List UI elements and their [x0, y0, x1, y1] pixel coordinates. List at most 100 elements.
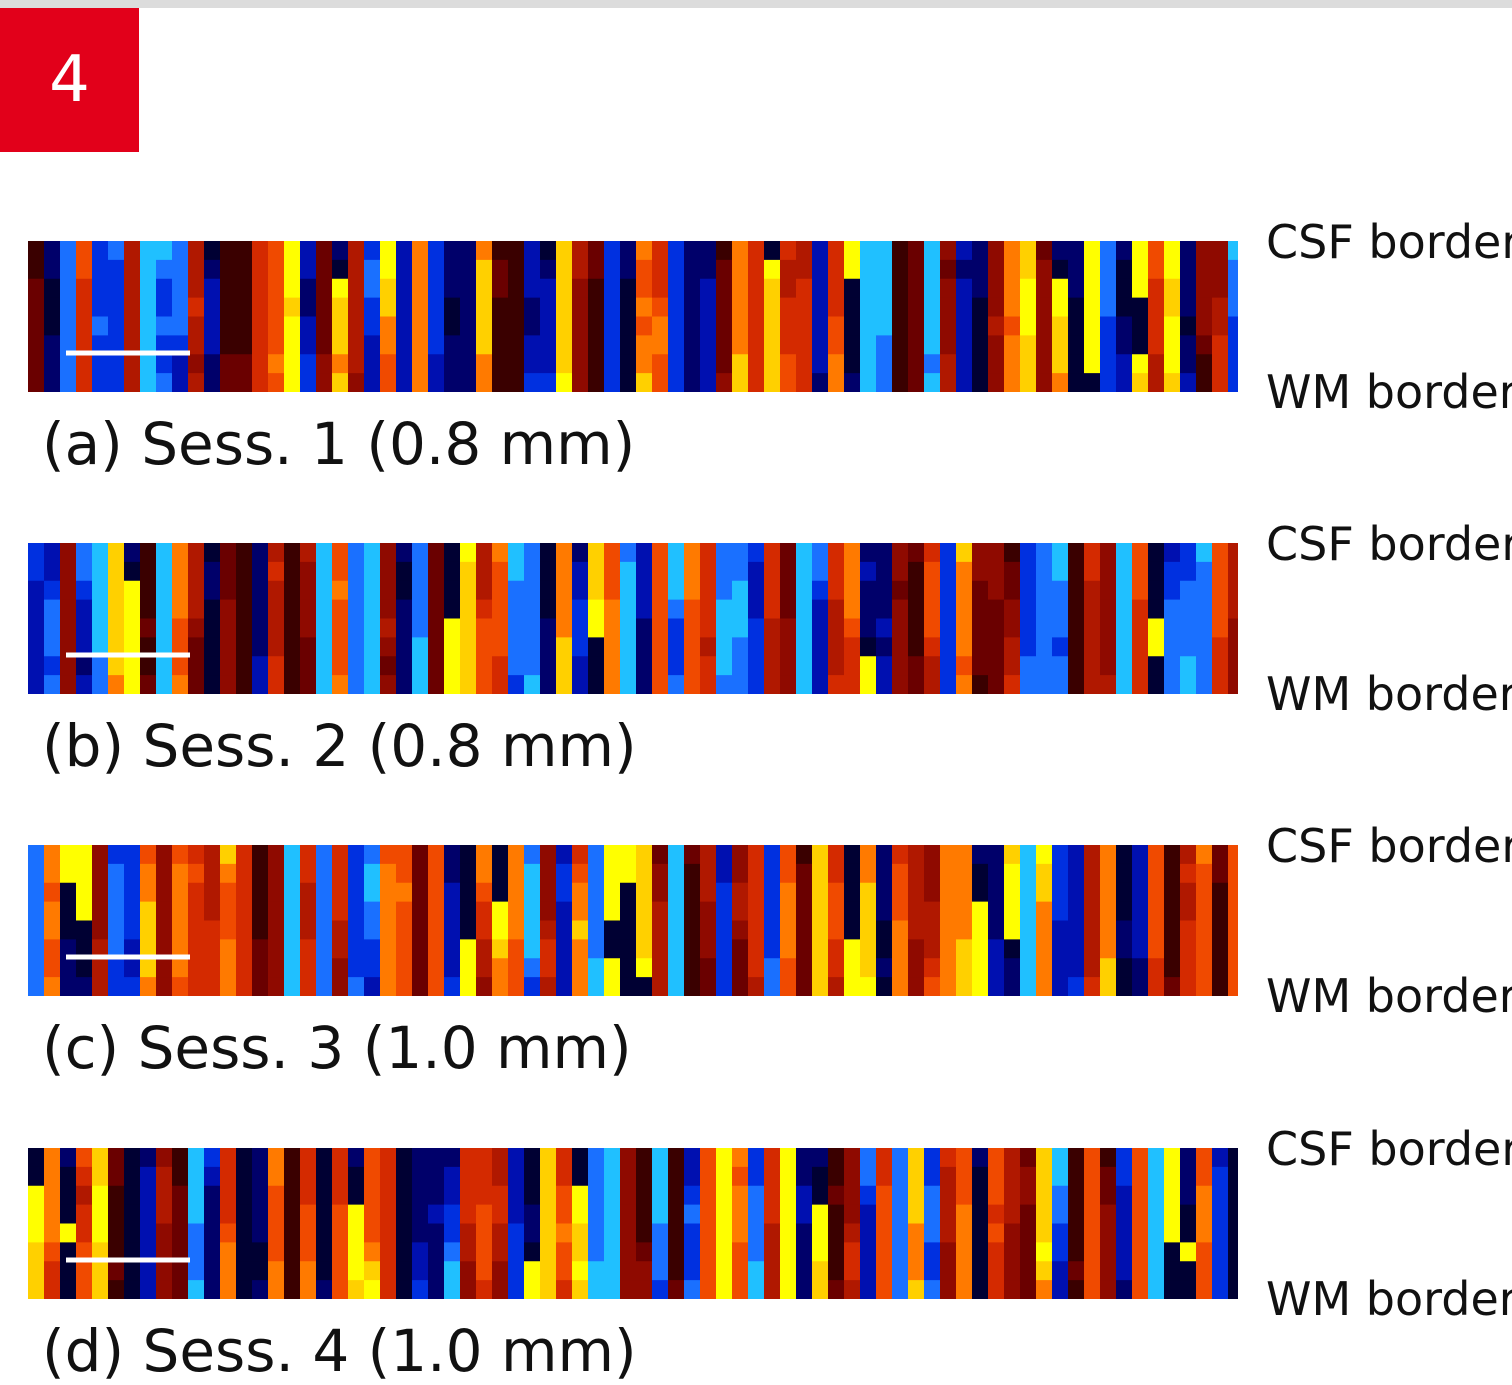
heatmap-cell	[28, 335, 45, 355]
heatmap-cell	[396, 845, 413, 865]
heatmap-cell	[1180, 958, 1197, 978]
heatmap-cell	[668, 977, 685, 996]
heatmap-cell	[1004, 562, 1021, 582]
heatmap-cell	[540, 921, 557, 941]
heatmap-cell	[812, 1148, 829, 1168]
heatmap-cell	[716, 373, 733, 392]
heatmap-cell	[1020, 656, 1037, 676]
heatmap-cell	[700, 354, 717, 374]
heatmap-cell	[492, 958, 509, 978]
heatmap-cell	[620, 1242, 637, 1262]
heatmap-cell	[1180, 883, 1197, 903]
heatmap-cell	[780, 373, 797, 392]
heatmap-cell	[556, 1205, 573, 1225]
heatmap-cell	[860, 543, 877, 563]
heatmap-cell	[492, 241, 509, 261]
caption: (d) Sess. 4 (1.0 mm)	[42, 1322, 637, 1380]
heatmap-cell	[620, 902, 637, 922]
heatmap-cell	[236, 675, 253, 694]
heatmap-cell	[1084, 241, 1101, 261]
heatmap-cell	[1132, 1186, 1149, 1206]
heatmap-cell	[540, 260, 557, 280]
heatmap-cell	[44, 335, 61, 355]
heatmap-cell	[892, 335, 909, 355]
heatmap-cell	[236, 260, 253, 280]
heatmap-cell	[620, 1167, 637, 1187]
heatmap-cell	[348, 921, 365, 941]
heatmap-cell	[252, 1224, 269, 1244]
heatmap-cell	[1116, 883, 1133, 903]
heatmap-cell	[796, 1261, 813, 1281]
heatmap-cell	[668, 1261, 685, 1281]
heatmap-cell	[204, 1280, 221, 1299]
heatmap-cell	[1228, 354, 1238, 374]
heatmap-cell	[1100, 637, 1117, 657]
heatmap-cell	[572, 977, 589, 996]
heatmap-cell	[204, 1261, 221, 1281]
heatmap-cell	[1036, 298, 1053, 318]
heatmap-cell	[444, 279, 461, 299]
heatmap-cell	[412, 864, 429, 884]
heatmap-cell	[44, 845, 61, 865]
heatmap-cell	[748, 845, 765, 865]
heatmap-cell	[364, 1280, 381, 1299]
heatmap-cell	[76, 279, 93, 299]
heatmap-cell	[876, 939, 893, 959]
heatmap-cell	[556, 354, 573, 374]
heatmap-cell	[556, 335, 573, 355]
heatmap-cell	[844, 1167, 861, 1187]
heatmap-cell	[252, 260, 269, 280]
heatmap-cell	[700, 1224, 717, 1244]
heatmap-cell	[44, 977, 61, 996]
heatmap-cell	[124, 1167, 141, 1187]
heatmap-cell	[652, 279, 669, 299]
heatmap-cell	[412, 241, 429, 261]
heatmap-cell	[668, 241, 685, 261]
heatmap-cell	[476, 1261, 493, 1281]
heatmap-cell	[364, 637, 381, 657]
heatmap-cell	[1148, 373, 1165, 392]
heatmap-cell	[204, 637, 221, 657]
heatmap-cell	[476, 373, 493, 392]
heatmap-cell	[364, 581, 381, 601]
heatmap-cell	[748, 279, 765, 299]
heatmap-cell	[76, 581, 93, 601]
top-bar	[0, 0, 1512, 8]
heatmap-cell	[268, 1280, 285, 1299]
heatmap-cell	[812, 298, 829, 318]
heatmap-cell	[716, 581, 733, 601]
heatmap-cell	[732, 1148, 749, 1168]
heatmap-cell	[1228, 298, 1238, 318]
heatmap-cell	[284, 373, 301, 392]
heatmap-cell	[1100, 845, 1117, 865]
heatmap-cell	[156, 317, 173, 337]
heatmap-cell	[1020, 1261, 1037, 1281]
page: 4 (a) Sess. 1 (0.8 mm)CSF borderWM borde…	[0, 0, 1512, 1385]
heatmap-cell	[444, 1205, 461, 1225]
heatmap-cell	[108, 1205, 125, 1225]
heatmap-cell	[748, 543, 765, 563]
heatmap-cell	[860, 675, 877, 694]
heatmap-cell	[1212, 1148, 1229, 1168]
heatmap-cell	[700, 921, 717, 941]
heatmap-cell	[844, 335, 861, 355]
heatmap-cell	[1228, 883, 1238, 903]
heatmap-cell	[764, 864, 781, 884]
heatmap-cell	[92, 317, 109, 337]
heatmap-cell	[604, 543, 621, 563]
heatmap-cell	[1100, 1261, 1117, 1281]
heatmap-cell	[1196, 373, 1213, 392]
heatmap-cell	[1116, 241, 1133, 261]
heatmap-cell	[716, 939, 733, 959]
heatmap-cell	[844, 637, 861, 657]
heatmap-cell	[1148, 581, 1165, 601]
heatmap-cell	[620, 845, 637, 865]
heatmap-cell	[1052, 637, 1069, 657]
heatmap-cell	[172, 1148, 189, 1168]
heatmap-cell	[1020, 1205, 1037, 1225]
heatmap-cell	[860, 581, 877, 601]
heatmap-cell	[460, 1148, 477, 1168]
heatmap-cell	[684, 637, 701, 657]
heatmap-cell	[1164, 543, 1181, 563]
heatmap-cell	[28, 619, 45, 639]
